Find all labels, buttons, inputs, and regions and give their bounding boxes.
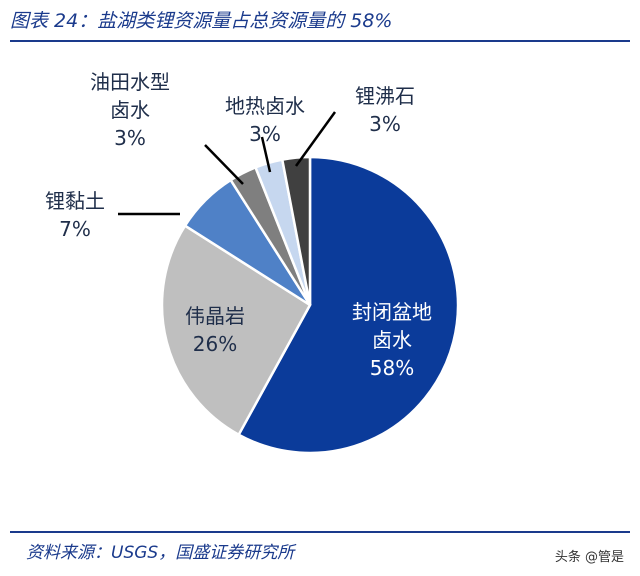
slice-percent-label: 26% xyxy=(193,332,237,356)
slice-percent-label: 7% xyxy=(59,217,91,241)
source-note: 资料来源：USGS，国盛证券研究所 xyxy=(26,543,295,563)
source-divider xyxy=(10,531,630,533)
slice-name-label: 封闭盆地 xyxy=(352,300,432,324)
pie-slice xyxy=(160,223,312,437)
pie-slice xyxy=(280,155,312,306)
slice-name-label: 地热卤水 xyxy=(225,94,305,118)
pie-slice xyxy=(237,155,460,455)
leader-line xyxy=(260,136,272,173)
title-divider xyxy=(10,40,630,42)
slice-name-label: 卤水 xyxy=(110,98,150,122)
slice-name-label: 锂黏土 xyxy=(45,189,105,213)
leader-line xyxy=(294,111,337,167)
leader-line xyxy=(204,144,244,185)
slice-percent-label: 3% xyxy=(249,122,281,146)
slice-name-label: 油田水型 xyxy=(90,70,170,94)
slice-percent-label: 58% xyxy=(370,356,414,380)
slice-name-label: 锂沸石 xyxy=(355,84,415,108)
watermark: 头条 @管是 xyxy=(554,550,624,565)
slice-percent-label: 3% xyxy=(114,126,146,150)
chart-title: 图表 24：盐湖类锂资源量占总资源量的 58% xyxy=(10,10,393,32)
slice-percent-label: 3% xyxy=(369,112,401,136)
slice-name-label: 伟晶岩 xyxy=(185,304,245,328)
slice-name-label: 卤水 xyxy=(372,328,412,352)
